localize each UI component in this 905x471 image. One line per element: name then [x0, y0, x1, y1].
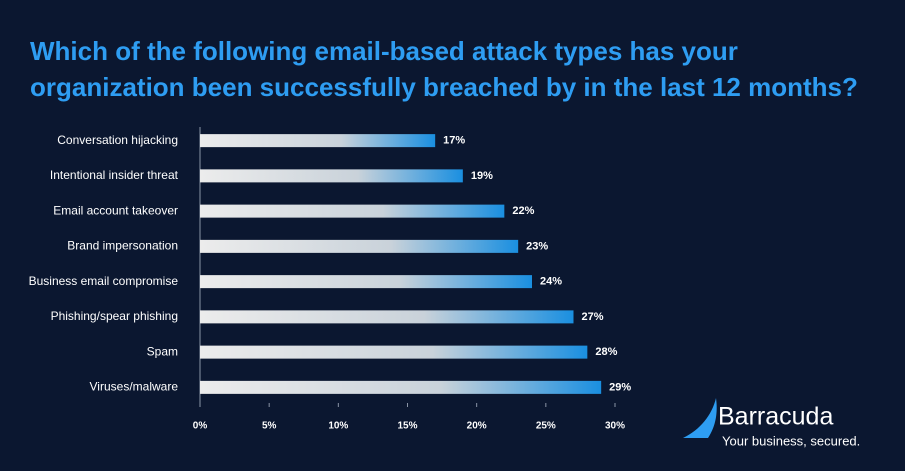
y-tick-label: Viruses/malware [90, 380, 179, 394]
value-label: 17% [443, 135, 465, 147]
x-tick-label: 30% [605, 421, 625, 432]
value-label: 28% [595, 346, 617, 358]
x-tick-label: 20% [467, 421, 487, 432]
y-tick-label: Phishing/spear phishing [51, 309, 178, 323]
logo-tagline: Your business, secured. [722, 433, 860, 448]
y-tick-label: Conversation hijacking [57, 133, 178, 147]
x-tick-label: 5% [262, 421, 277, 432]
y-tick-label: Business email compromise [29, 274, 179, 288]
y-tick-label: Spam [147, 344, 178, 358]
bar [200, 275, 532, 289]
logo-name: Barracuda [718, 403, 833, 431]
value-label: 23% [526, 240, 548, 252]
bar [200, 134, 436, 148]
bar [200, 380, 602, 394]
bar [200, 345, 588, 359]
x-tick-label: 25% [536, 421, 556, 432]
y-tick-label: Email account takeover [53, 203, 178, 217]
x-tick-label: 0% [193, 421, 208, 432]
value-label: 29% [609, 381, 631, 393]
y-tick-label: Brand impersonation [67, 239, 178, 253]
bar [200, 169, 463, 183]
value-label: 19% [471, 170, 493, 182]
value-label: 22% [512, 205, 534, 217]
bar [200, 310, 574, 324]
bar [200, 204, 505, 218]
chart-title: Which of the following email-based attac… [30, 36, 858, 102]
value-label: 27% [582, 311, 604, 323]
x-tick-label: 10% [328, 421, 348, 432]
bar [200, 239, 519, 253]
logo: Barracuda Your business, secured. [683, 398, 860, 448]
y-tick-label: Intentional insider threat [50, 168, 179, 182]
logo-icon [683, 398, 717, 438]
value-label: 24% [540, 276, 562, 288]
x-tick-label: 15% [397, 421, 417, 432]
